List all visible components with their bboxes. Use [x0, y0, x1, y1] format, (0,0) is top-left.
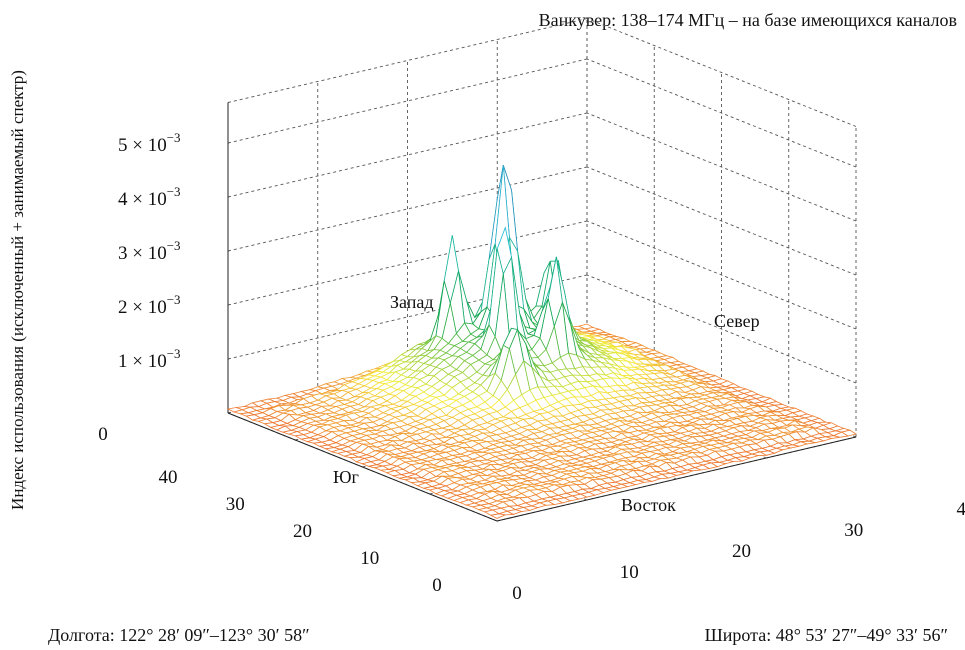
grid-line	[586, 58, 857, 168]
x-tick-label: 0	[432, 575, 442, 596]
z-tick-label: 5 × 10−3	[118, 130, 181, 156]
grid-line	[586, 220, 857, 330]
x-tick-label: 40	[159, 467, 178, 488]
grid-line	[586, 166, 857, 276]
z-tick-label: 3 × 10−3	[118, 238, 181, 264]
grid-line	[586, 18, 857, 127]
y-tick-label: 10	[620, 562, 639, 583]
x-tick-label: 10	[360, 548, 379, 569]
direction-label-north: Север	[714, 311, 760, 331]
y-tick-label: 20	[732, 541, 751, 562]
y-tick-label: 40	[957, 499, 965, 520]
direction-label-west: Запад	[390, 292, 434, 312]
y-tick-label: 0	[512, 583, 522, 604]
x-axis-line	[227, 412, 498, 522]
grid-line	[227, 18, 588, 103]
axis-ticks: 0 10 20 30 40 0 10 20 30 40 1 × 10−3 2 × 10−3 3 × 10…	[98, 130, 965, 604]
z-axis-label: Индекс использования (исключенный + зани…	[8, 70, 27, 510]
z-tick-label: 1 × 10−3	[118, 346, 181, 372]
direction-label-east: Восток	[621, 495, 676, 515]
grid-line	[586, 112, 857, 222]
z-tick-label-zero: 0	[98, 424, 108, 445]
x-tick-label: 20	[293, 521, 312, 542]
x-tick-label: 30	[226, 494, 245, 515]
grid-line	[227, 58, 588, 144]
grid-line	[586, 274, 857, 384]
x-axis-label: Долгота: 122° 28′ 09″–123° 30′ 58″	[48, 625, 310, 645]
surface-mesh	[226, 165, 858, 519]
y-axis-label: Широта: 48° 53′ 27″–49° 33′ 56″	[705, 625, 948, 645]
grid-line	[227, 274, 588, 360]
chart-title: Ванкувер: 138–174 МГц – на базе имеющихс…	[539, 10, 957, 30]
grid-line	[227, 112, 588, 198]
y-axis-line	[496, 436, 857, 522]
z-tick-label: 2 × 10−3	[118, 292, 181, 318]
y-tick-label: 30	[844, 520, 863, 541]
grid-line	[227, 166, 588, 252]
direction-label-south: Юг	[333, 467, 359, 487]
surface-cell	[489, 513, 507, 519]
grid-line	[227, 220, 588, 306]
z-tick-label: 4 × 10−3	[118, 184, 181, 210]
